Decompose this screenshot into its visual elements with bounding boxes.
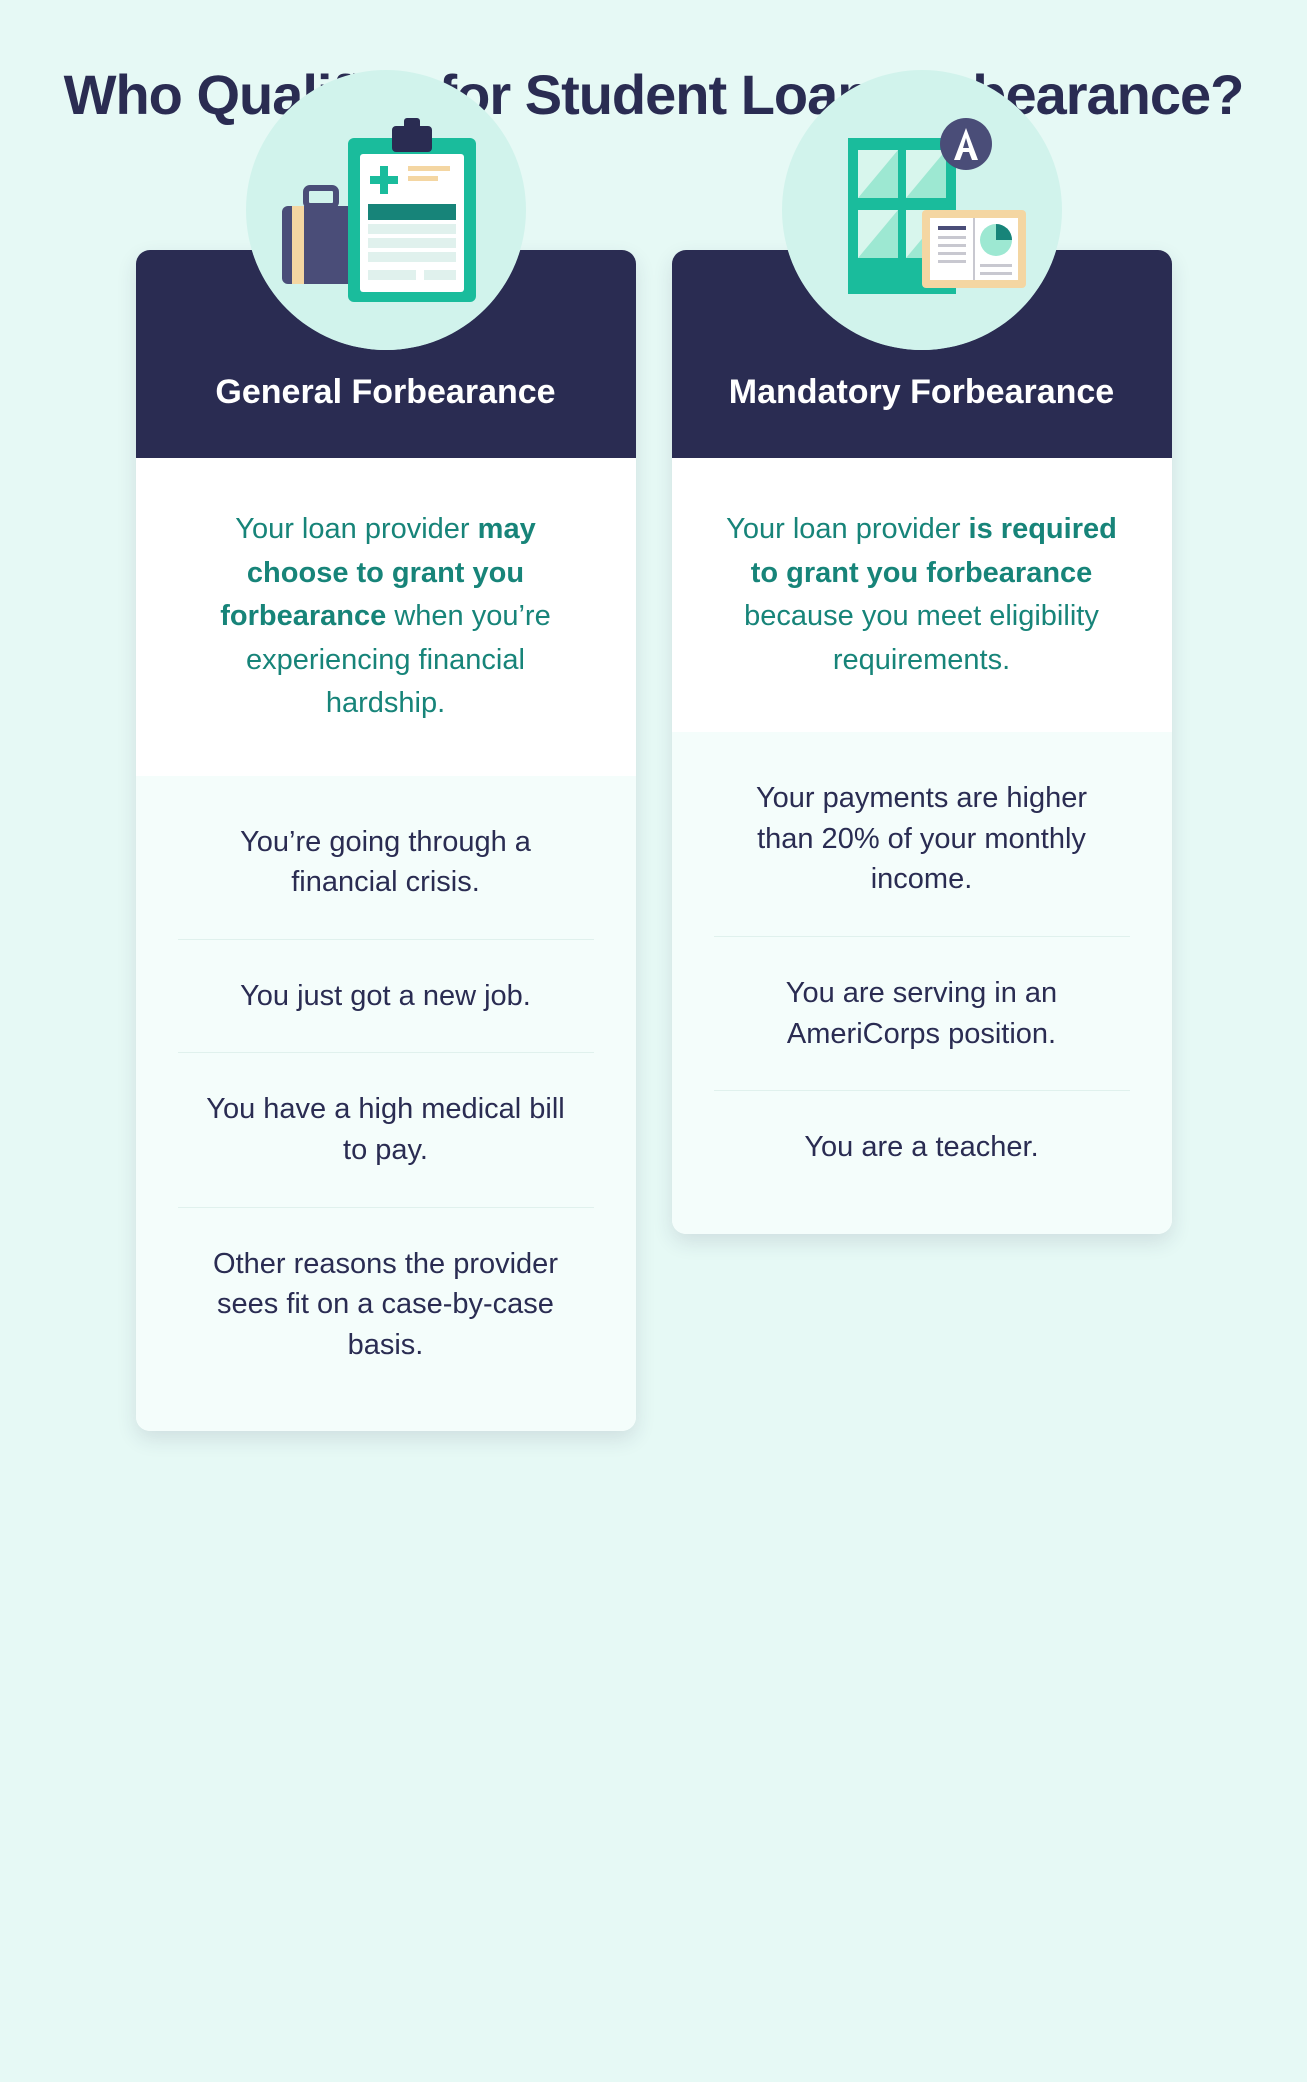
card-mandatory: Mandatory Forbearance Your loan provider… <box>672 250 1172 1234</box>
list-item: Your payments are higher than 20% of you… <box>714 742 1130 936</box>
card-header-text: Mandatory Forbearance <box>729 373 1114 411</box>
building-report-icon <box>782 70 1062 350</box>
list-item: You’re going through a financial crisis. <box>178 786 594 939</box>
intro-pre: Your loan provider <box>726 513 968 545</box>
list-item: You have a high medical bill to pay. <box>178 1052 594 1206</box>
cards-row: General Forbearance Your loan provider m… <box>54 250 1254 1431</box>
intro-post: because you meet eligibility requirement… <box>744 600 1099 676</box>
clipboard-icon <box>246 70 526 350</box>
intro-pre: Your loan provider <box>235 513 477 545</box>
list-item: You are serving in an AmeriCorps positio… <box>714 936 1130 1090</box>
card-items-mandatory: Your payments are higher than 20% of you… <box>672 732 1172 1234</box>
card-intro-mandatory: Your loan provider is required to grant … <box>672 458 1172 732</box>
card-items-general: You’re going through a financial crisis.… <box>136 776 636 1432</box>
card-general: General Forbearance Your loan provider m… <box>136 250 636 1431</box>
list-item: You just got a new job. <box>178 939 594 1053</box>
page-title: Who Qualifies for Student Loan Forbearan… <box>54 60 1254 130</box>
list-item: Other reasons the provider sees fit on a… <box>178 1207 594 1402</box>
list-item: You are a teacher. <box>714 1090 1130 1204</box>
card-header-text: General Forbearance <box>215 373 555 411</box>
card-intro-general: Your loan provider may choose to grant y… <box>136 458 636 776</box>
